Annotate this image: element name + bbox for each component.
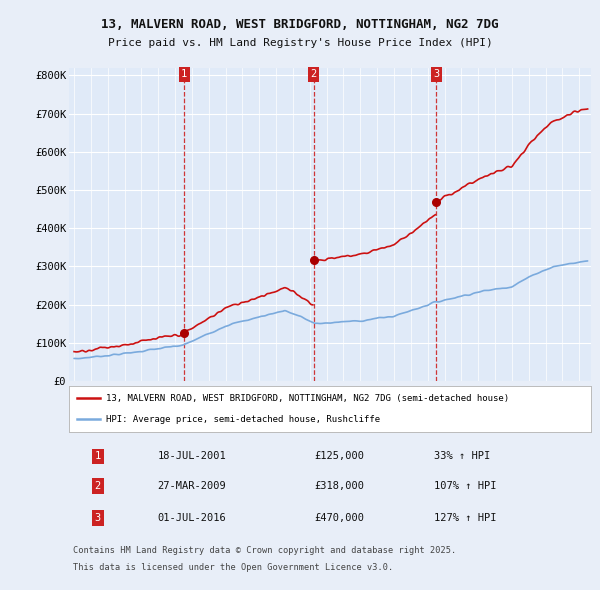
Text: 1: 1 xyxy=(95,451,101,461)
Text: Price paid vs. HM Land Registry's House Price Index (HPI): Price paid vs. HM Land Registry's House … xyxy=(107,38,493,48)
Text: 3: 3 xyxy=(433,70,439,80)
Text: 33% ↑ HPI: 33% ↑ HPI xyxy=(434,451,491,461)
Text: £470,000: £470,000 xyxy=(314,513,364,523)
Text: 2: 2 xyxy=(95,481,101,491)
Text: 13, MALVERN ROAD, WEST BRIDGFORD, NOTTINGHAM, NG2 7DG (semi-detached house): 13, MALVERN ROAD, WEST BRIDGFORD, NOTTIN… xyxy=(106,394,509,403)
Text: £318,000: £318,000 xyxy=(314,481,364,491)
Text: This data is licensed under the Open Government Licence v3.0.: This data is licensed under the Open Gov… xyxy=(73,563,394,572)
Text: Contains HM Land Registry data © Crown copyright and database right 2025.: Contains HM Land Registry data © Crown c… xyxy=(73,546,457,555)
Text: £125,000: £125,000 xyxy=(314,451,364,461)
Text: 107% ↑ HPI: 107% ↑ HPI xyxy=(434,481,497,491)
Text: 2: 2 xyxy=(311,70,317,80)
Text: 3: 3 xyxy=(95,513,101,523)
Text: 1: 1 xyxy=(181,70,187,80)
Text: 01-JUL-2016: 01-JUL-2016 xyxy=(158,513,226,523)
Text: 18-JUL-2001: 18-JUL-2001 xyxy=(158,451,226,461)
Text: 127% ↑ HPI: 127% ↑ HPI xyxy=(434,513,497,523)
Text: 13, MALVERN ROAD, WEST BRIDGFORD, NOTTINGHAM, NG2 7DG: 13, MALVERN ROAD, WEST BRIDGFORD, NOTTIN… xyxy=(101,18,499,31)
Text: HPI: Average price, semi-detached house, Rushcliffe: HPI: Average price, semi-detached house,… xyxy=(106,415,380,424)
Text: 27-MAR-2009: 27-MAR-2009 xyxy=(158,481,226,491)
